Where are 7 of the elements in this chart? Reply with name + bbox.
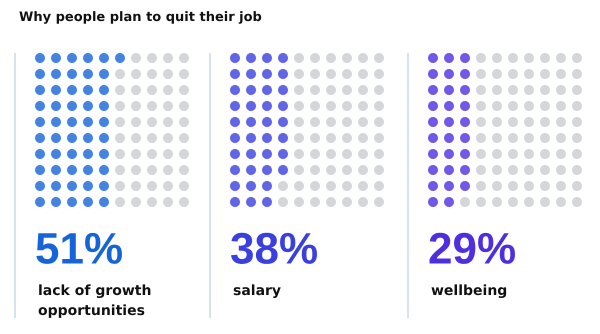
category-label: salary: [233, 283, 282, 299]
data-label: 51%: [35, 224, 124, 274]
text: Why people plan to quit their job: [19, 10, 262, 25]
category-label: lack of growth opportunities: [38, 283, 156, 319]
data-label: 29%: [428, 224, 516, 274]
category-label: wellbeing: [431, 283, 508, 299]
data-label: 38%: [230, 224, 318, 274]
